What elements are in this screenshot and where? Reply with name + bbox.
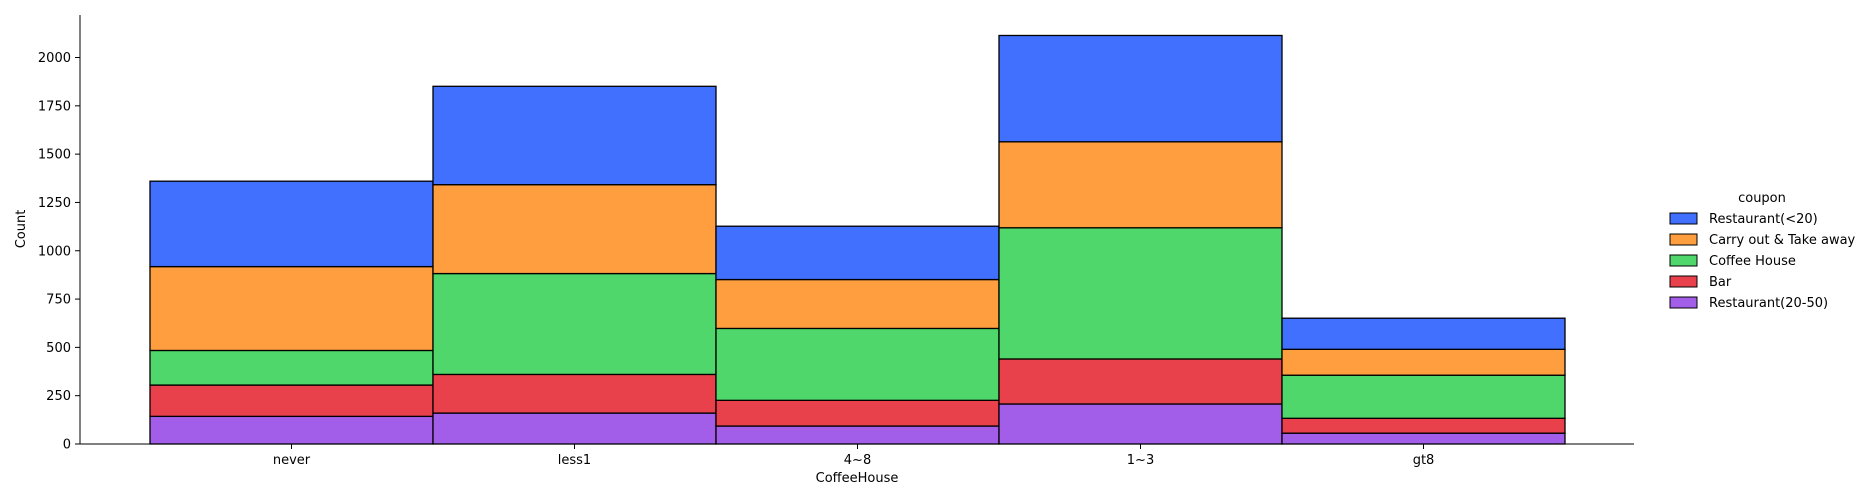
bar-restaurant-20-4 [1281,317,1566,350]
y-axis-label: Count [14,210,29,249]
x-ticks: never less1 4~8 1~3 gt8 [273,444,1434,468]
bar-bar-2 [715,399,1000,427]
bar-restaurant-20-50-1 [432,412,717,445]
x-tick-label: 4~8 [844,453,871,468]
legend-swatch [1669,212,1698,225]
legend-swatch [1669,233,1698,246]
bar-carry-out-take-away-4 [1281,348,1566,376]
bar-coffee-house-4 [1281,374,1566,419]
legend-title: coupon [1738,191,1786,206]
y-tick-label: 1500 [38,148,71,163]
x-tick-label: never [273,453,311,468]
legend: coupon Restaurant(<20) Carry out & Take a… [1669,191,1856,311]
bar-restaurant-20-1 [432,85,717,186]
bar-bar-1 [432,373,717,414]
legend-swatch [1669,275,1698,288]
bar-restaurant-20-50-3 [998,403,1283,445]
legend-label: Restaurant(20-50) [1709,296,1828,311]
bar-carry-out-take-away-1 [432,184,717,275]
bar-restaurant-20-0 [149,180,434,268]
legend-swatch [1669,254,1698,267]
bar-restaurant-20-50-2 [715,425,1000,445]
x-axis-label: CoffeeHouse [816,471,899,486]
y-tick-label: 250 [46,389,71,404]
y-tick-label: 750 [46,293,71,308]
bar-restaurant-20-50-4 [1281,432,1566,445]
y-tick-label: 1250 [38,196,71,211]
bar-coffee-house-1 [432,272,717,376]
y-tick-label: 0 [63,438,71,453]
bar-bar-0 [149,384,434,418]
bar-coffee-house-3 [998,227,1283,360]
bar-coffee-house-0 [149,349,434,386]
legend-label: Coffee House [1709,254,1796,269]
bar-restaurant-20-2 [715,225,1000,281]
bar-coffee-house-2 [715,327,1000,401]
x-tick-label: gt8 [1413,453,1435,468]
bar-carry-out-take-away-2 [715,278,1000,330]
legend-label: Carry out & Take away [1709,233,1856,248]
y-tick-label: 1000 [38,244,71,259]
bar-carry-out-take-away-3 [998,141,1283,229]
x-tick-label: 1~3 [1127,453,1154,468]
bar-restaurant-20-50-0 [149,415,434,445]
x-tick-label: less1 [558,453,591,468]
y-ticks: 0 250 500 750 1000 1250 1500 1750 2000 [38,51,80,453]
y-tick-label: 500 [46,341,71,356]
bar-bar-4 [1281,417,1566,434]
legend-label: Restaurant(<20) [1709,212,1818,227]
bar-carry-out-take-away-0 [149,265,434,352]
y-tick-label: 1750 [38,99,71,114]
legend-swatch [1669,296,1698,309]
bars-layer [149,34,1566,445]
bar-restaurant-20-3 [998,34,1283,143]
legend-label: Bar [1709,275,1732,290]
y-tick-label: 2000 [38,51,71,66]
bar-bar-3 [998,358,1283,405]
